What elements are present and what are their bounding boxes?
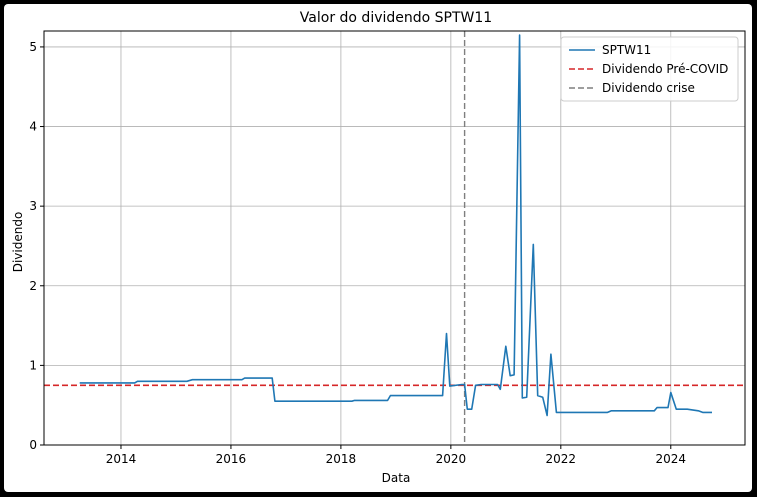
line-chart: Valor do dividendo SPTW11 Dividendo Data… [11,10,746,485]
figure: Valor do dividendo SPTW11 Dividendo Data… [4,4,752,492]
x-tick-label: 2016 [216,452,247,466]
x-tick-label: 2014 [106,452,137,466]
y-axis-label: Dividendo [11,212,25,273]
y-tick-label: 3 [29,199,37,213]
legend-item-sptw11-label: SPTW11 [602,43,651,57]
plot-area-frame [43,30,746,446]
sptw11-series-line [79,34,712,417]
x-tick-label: 2022 [546,452,577,466]
chart-title: Valor do dividendo SPTW11 [300,10,492,26]
series-lines [79,34,712,417]
y-tick-label: 5 [29,40,37,54]
x-tick-label: 2020 [436,452,467,466]
reference-lines [44,31,745,445]
y-tick-label: 2 [29,279,37,293]
y-tick-label: 1 [29,358,37,372]
y-tick-label: 0 [29,438,37,452]
legend-item-pre-covid-label: Dividendo Pré-COVID [602,62,728,76]
x-tick-label: 2024 [656,452,687,466]
axis-ticks: 2014 2016 2018 2020 2022 2024 0 1 2 3 4 5 [29,40,686,466]
y-tick-label: 4 [29,120,37,134]
legend-box [560,36,739,102]
legend-item-crise-label: Dividendo crise [602,81,695,95]
legend: SPTW11 Dividendo Pré-COVID Dividendo crise [560,36,739,102]
x-axis-label: Data [382,471,411,485]
x-tick-label: 2018 [326,452,357,466]
